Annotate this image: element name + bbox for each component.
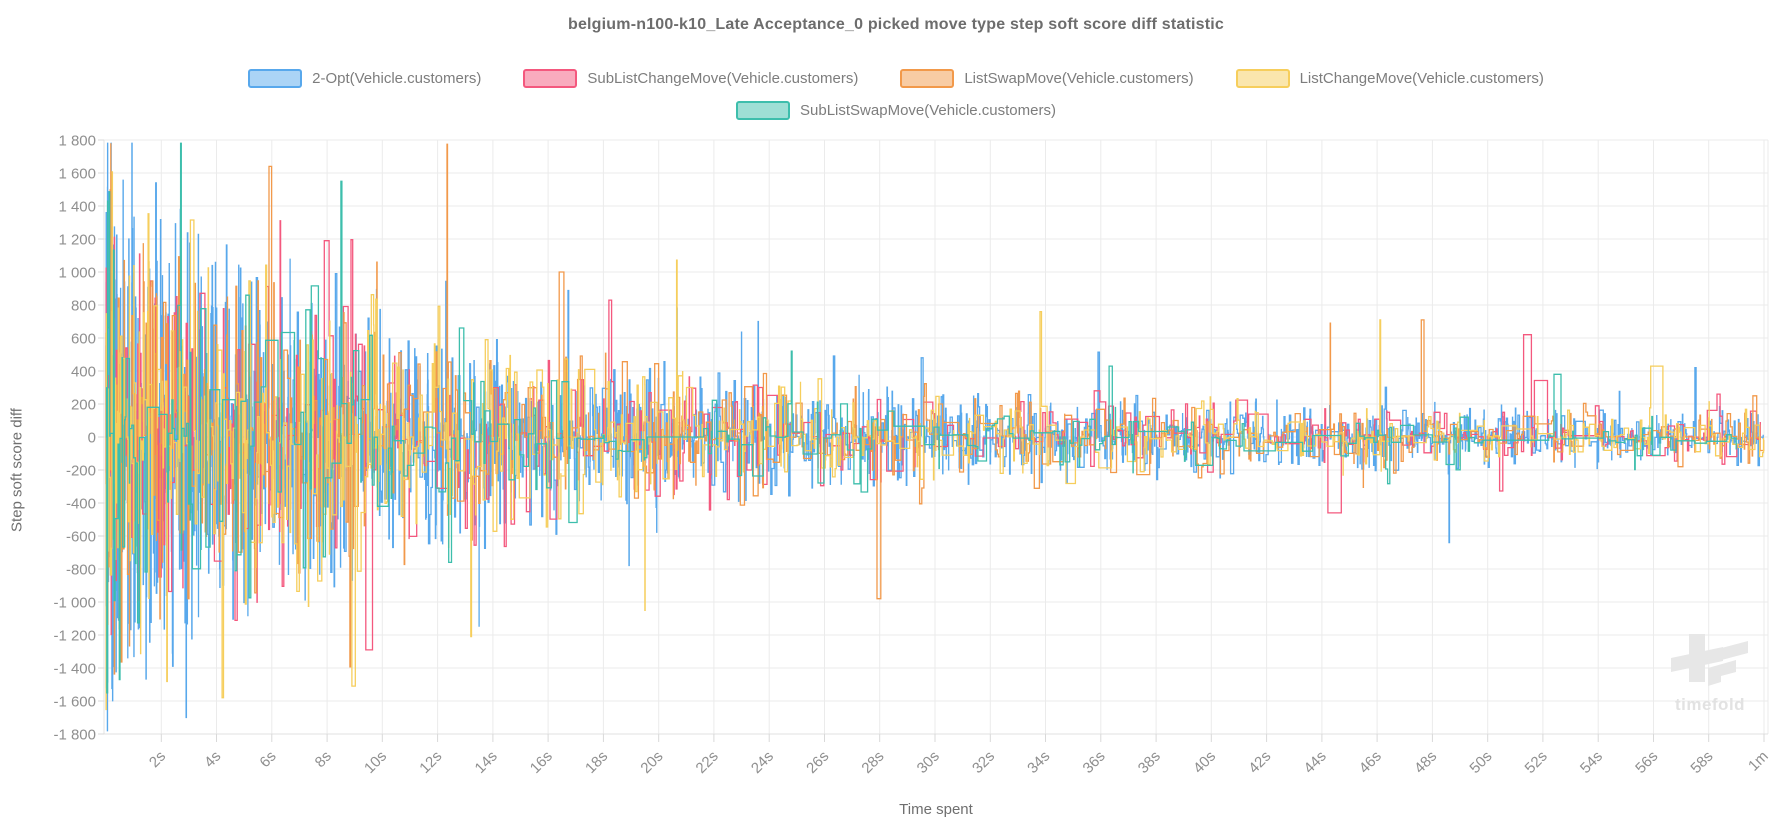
y-tick-label: 1 600 (58, 166, 96, 183)
chart-title: belgium-n100-k10_Late Acceptance_0 picke… (567, 16, 1225, 33)
legend-swatch (523, 68, 578, 88)
y-tick-label: 400 (71, 364, 96, 381)
y-tick-label: -1 400 (53, 661, 96, 678)
x-tick-label: 22s (693, 748, 722, 777)
series-line (105, 142, 1737, 694)
x-tick-label: 18s (582, 748, 611, 777)
x-tick-label: 10s (361, 748, 390, 777)
x-tick-label: 42s (1245, 748, 1274, 777)
y-tick-label: -1 200 (53, 628, 96, 645)
x-tick-label: 2s (146, 748, 169, 771)
y-tick-label: -1 000 (53, 595, 96, 612)
x-tick-label: 34s (1024, 748, 1053, 777)
x-tick-label: 4s (201, 748, 224, 771)
x-tick-label: 36s (1080, 748, 1109, 777)
y-tick-label: -400 (66, 496, 96, 513)
x-tick-label: 16s (527, 748, 556, 777)
y-tick-label: -200 (66, 463, 96, 480)
legend-swatch (1235, 68, 1290, 88)
x-tick-label: 52s (1522, 748, 1551, 777)
x-tick-label: 40s (1190, 748, 1219, 777)
x-tick-label: 6s (256, 748, 279, 771)
x-tick-label: 38s (1135, 748, 1164, 777)
x-tick-label: 46s (1356, 748, 1385, 777)
legend-item[interactable]: SubListSwapMove(Vehicle.customers) (736, 100, 1056, 120)
x-axis-title: Time spent (899, 801, 973, 818)
y-tick-label: 1 000 (58, 265, 96, 282)
y-tick-label: 800 (71, 298, 96, 315)
y-tick-label: 200 (71, 397, 96, 414)
x-tick-label: 58s (1687, 748, 1716, 777)
x-tick-label: 1m (1745, 748, 1772, 775)
y-tick-label: -600 (66, 529, 96, 546)
y-tick-label: -1 800 (53, 727, 96, 744)
x-tick-label: 24s (748, 748, 777, 777)
axis-ticks (98, 139, 1765, 742)
legend-swatch (900, 68, 955, 88)
y-tick-label: -800 (66, 562, 96, 579)
legend-item[interactable]: SubListChangeMove(Vehicle.customers) (523, 68, 859, 88)
y-tick-label: -1 600 (53, 694, 96, 711)
x-tick-label: 8s (312, 748, 335, 771)
legend-item[interactable]: ListSwapMove(Vehicle.customers) (900, 68, 1194, 88)
x-tick-label: 44s (1301, 748, 1330, 777)
legend: 2-Opt(Vehicle.customers) SubListChangeMov… (0, 62, 1792, 126)
legend-row-2: SubListSwapMove(Vehicle.customers) (0, 94, 1792, 126)
y-tick-label: 1 800 (58, 133, 96, 150)
x-tick-label: 20s (637, 748, 666, 777)
legend-label: 2-Opt(Vehicle.customers) (312, 69, 482, 87)
x-tick-label: 30s (914, 748, 943, 777)
x-tick-label: 12s (416, 748, 445, 777)
y-tick-label: 1 200 (58, 232, 96, 249)
x-tick-label: 14s (472, 748, 501, 777)
y-tick-label: 600 (71, 331, 96, 348)
x-tick-label: 32s (969, 748, 998, 777)
legend-swatch (736, 100, 791, 120)
x-tick-label: 28s (858, 748, 887, 777)
x-tick-label: 54s (1577, 748, 1606, 777)
y-tick-label: 0 (88, 430, 96, 447)
series-lines (105, 142, 1765, 732)
legend-item[interactable]: 2-Opt(Vehicle.customers) (248, 68, 482, 88)
x-tick-label: 48s (1411, 748, 1440, 777)
y-tick-label: 1 400 (58, 199, 96, 216)
x-tick-label: 26s (803, 748, 832, 777)
legend-label: SubListSwapMove(Vehicle.customers) (800, 101, 1056, 119)
x-tick-label: 56s (1632, 748, 1661, 777)
legend-label: ListChangeMove(Vehicle.customers) (1299, 69, 1544, 87)
legend-label: SubListChangeMove(Vehicle.customers) (587, 69, 859, 87)
legend-item[interactable]: ListChangeMove(Vehicle.customers) (1235, 68, 1544, 88)
legend-swatch (248, 68, 303, 88)
legend-label: ListSwapMove(Vehicle.customers) (964, 69, 1194, 87)
legend-row-1: 2-Opt(Vehicle.customers) SubListChangeMov… (0, 62, 1792, 94)
x-tick-label: 50s (1466, 748, 1495, 777)
